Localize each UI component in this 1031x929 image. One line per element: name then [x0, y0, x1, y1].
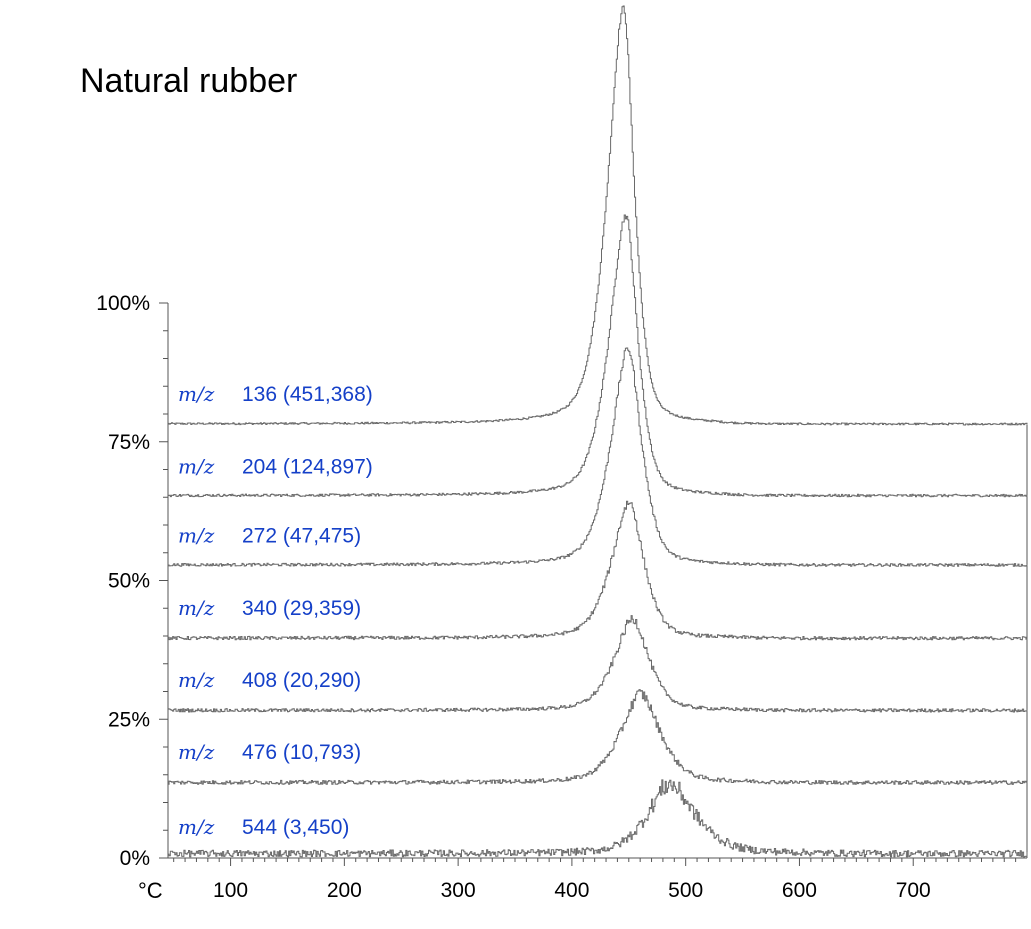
y-tick-label: 100%: [96, 292, 150, 315]
series-label-mz: m/z: [178, 524, 215, 548]
x-tick-label: 600: [782, 879, 817, 902]
trace-mz-204: [168, 214, 1028, 498]
series-labels: m/z 136 (451,368) m/z 204 (124,897) m/z 272 (…: [178, 382, 373, 839]
trace-mz-136: [168, 5, 1028, 426]
trace-mz-476: [168, 689, 1028, 785]
x-unit-label: °C: [138, 878, 163, 903]
y-tick-label: 75%: [108, 431, 150, 454]
x-tick-label: 300: [441, 879, 476, 902]
series-label-mz: m/z: [178, 740, 215, 764]
x-tick-label: 100: [213, 879, 248, 902]
series-label-mass: 476 (10,793): [242, 741, 361, 764]
series-label-mz: m/z: [178, 382, 215, 406]
series-label-mass: 544 (3,450): [242, 816, 349, 839]
series-label-mz: m/z: [178, 815, 215, 839]
x-tick-label: 500: [668, 879, 703, 902]
trace-mz-272: [168, 347, 1028, 567]
y-tick-label: 25%: [108, 708, 150, 731]
trace-mz-544: [168, 779, 1028, 858]
series-label-mass: 408 (20,290): [242, 669, 361, 692]
series-label-mass: 204 (124,897): [242, 455, 373, 478]
y-ticks: 0% 25% 50% 75% 100%: [96, 292, 168, 870]
series-label-mz: m/z: [178, 668, 215, 692]
chart-title: Natural rubber: [80, 62, 297, 100]
x-tick-label: 200: [327, 879, 362, 902]
trace-mz-340: [168, 500, 1028, 641]
y-tick-label: 0%: [120, 847, 150, 870]
traces: [168, 5, 1028, 858]
y-tick-label: 50%: [108, 570, 150, 593]
x-ticks: 100 200 300 400 500 600 700: [173, 858, 1017, 902]
x-tick-label: 400: [554, 879, 589, 902]
trace-mz-408: [168, 615, 1028, 713]
series-label-mz: m/z: [178, 596, 215, 620]
series-label-mass: 340 (29,359): [242, 597, 361, 620]
series-label-mass: 272 (47,475): [242, 525, 361, 548]
series-label-mz: m/z: [178, 454, 215, 478]
series-label-mass: 136 (451,368): [242, 383, 373, 406]
x-tick-label: 700: [896, 879, 931, 902]
